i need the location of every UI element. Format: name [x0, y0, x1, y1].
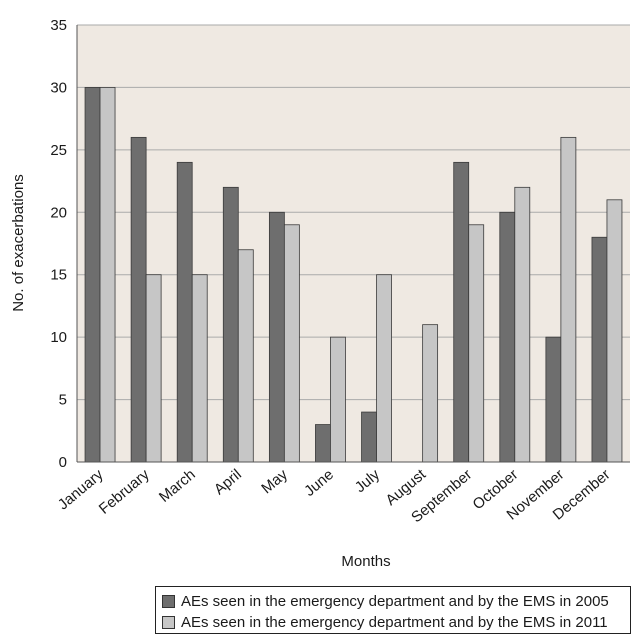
bar-2011-september — [468, 224, 485, 463]
bar-2005-april — [222, 186, 239, 463]
legend-swatch-2005 — [162, 595, 175, 608]
bar-2005-july — [361, 411, 377, 463]
x-tick-label: March — [156, 466, 199, 506]
x-tick-label: April — [211, 466, 245, 498]
y-tick-label: 30 — [50, 79, 67, 96]
bar-2011-february — [145, 274, 162, 463]
x-tick-label: July — [352, 466, 384, 496]
legend-swatch-2011 — [162, 616, 175, 629]
y-tick-label: 20 — [50, 204, 67, 221]
bar-2011-december — [606, 199, 623, 463]
gridlines — [77, 24, 630, 401]
bar-2005-june — [315, 424, 331, 463]
y-tick-label: 15 — [50, 267, 67, 284]
legend: AEs seen in the emergency department and… — [155, 586, 631, 634]
x-tick-label: February — [96, 466, 153, 518]
y-tick-label: 0 — [59, 454, 67, 471]
legend-label-2005: AEs seen in the emergency department and… — [181, 593, 609, 610]
bar-2011-july — [376, 274, 392, 463]
y-axis-title: No. of exacerbations — [10, 174, 27, 312]
bar-2005-december — [591, 236, 608, 463]
bars — [84, 87, 623, 463]
bar-2011-november — [560, 136, 577, 463]
bar-2005-january — [84, 87, 101, 463]
y-tick-labels: 0 5 10 15 20 25 30 35 — [50, 17, 67, 471]
y-tick-label: 35 — [50, 17, 67, 34]
bar-2011-may — [283, 224, 300, 463]
bar-2011-june — [330, 336, 346, 463]
x-tick-label: June — [301, 466, 337, 500]
bar-2011-october — [514, 186, 531, 463]
bar-2005-october — [499, 211, 516, 463]
bar-2005-february — [130, 136, 147, 463]
bar-2005-may — [268, 211, 285, 463]
bar-2005-november — [545, 336, 562, 463]
bar-2011-august — [422, 324, 439, 463]
bar-2005-september — [453, 161, 470, 463]
plot-area — [77, 25, 630, 462]
bar-2011-april — [237, 249, 254, 463]
y-tick-label: 25 — [50, 142, 67, 159]
x-tick-label: May — [258, 466, 291, 498]
x-axis-title: Months — [341, 553, 390, 570]
legend-label-2011: AEs seen in the emergency department and… — [181, 614, 608, 631]
y-tick-label: 10 — [50, 329, 67, 346]
legend-item-2011: AEs seen in the emergency department and… — [162, 612, 624, 633]
bar-2011-march — [191, 274, 208, 463]
y-tick-label: 5 — [59, 392, 67, 409]
bar-2011-january — [99, 87, 116, 463]
legend-item-2005: AEs seen in the emergency department and… — [162, 591, 624, 612]
bar-2005-march — [176, 161, 193, 463]
